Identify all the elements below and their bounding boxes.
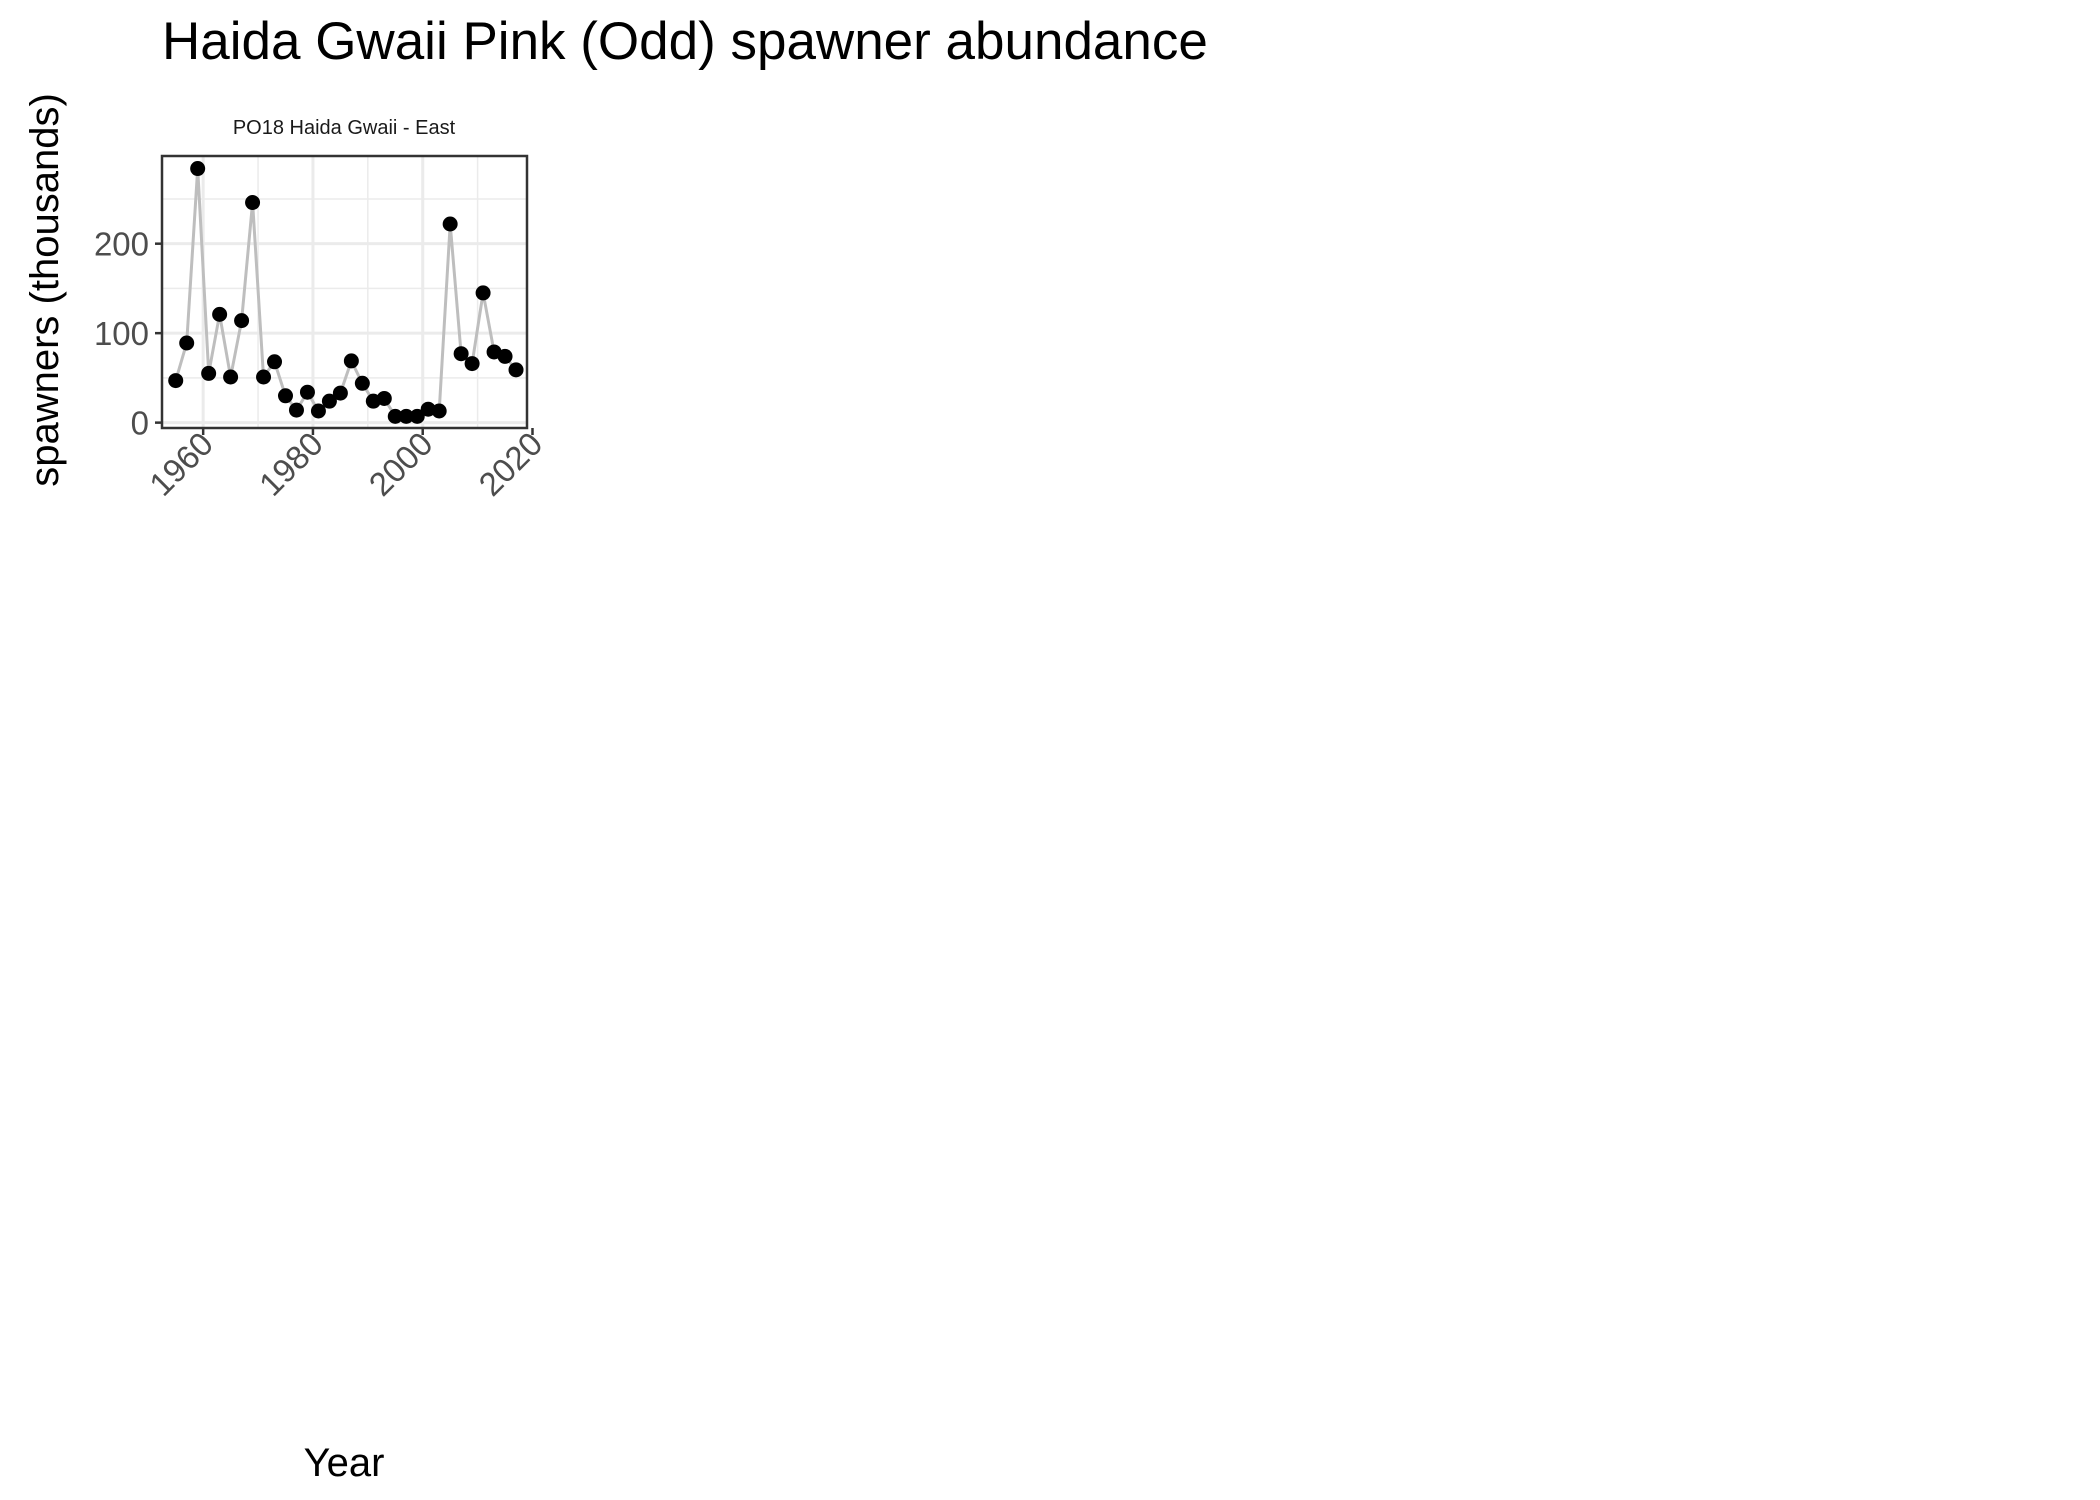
data-point [354, 375, 370, 391]
y-tick-label: 100 [94, 315, 149, 352]
data-point [234, 313, 250, 329]
data-point [223, 369, 239, 385]
chart-title: Haida Gwaii Pink (Odd) spawner abundance [162, 12, 1208, 71]
data-point [212, 306, 228, 322]
x-tick-label: 1960 [142, 425, 220, 503]
data-point [343, 353, 359, 369]
data-point [277, 388, 293, 404]
series-line [174, 168, 518, 418]
data-point [497, 348, 513, 364]
x-tick-label: 1980 [252, 425, 330, 503]
y-tick-label: 0 [131, 405, 149, 442]
data-point [431, 403, 447, 419]
data-point [267, 354, 283, 370]
x-tick-label: 2020 [471, 425, 549, 503]
data-point [398, 408, 414, 424]
x-tick-label: 2000 [362, 425, 440, 503]
data-point [168, 373, 184, 389]
data-point [464, 356, 480, 372]
data-point [321, 393, 337, 409]
y-axis-label: spawners (thousands) [23, 93, 67, 487]
data-point [442, 216, 458, 232]
y-tick-label: 200 [94, 226, 149, 263]
data-point [299, 384, 315, 400]
data-point [288, 402, 304, 418]
data-point [376, 390, 392, 406]
data-point [256, 369, 272, 385]
data-point [332, 385, 348, 401]
plot-panel: 0 100 200 1960 1980 2000 2020 [94, 154, 549, 503]
data-point [179, 335, 195, 351]
data-point [409, 408, 425, 424]
panel-title: PO18 Haida Gwaii - East [233, 117, 456, 139]
data-point [201, 365, 217, 381]
plot-border [160, 154, 529, 430]
data-point [387, 408, 403, 424]
x-axis-label: Year [304, 1441, 385, 1485]
data-point [245, 195, 261, 211]
data-point [190, 161, 206, 177]
data-point [310, 403, 326, 419]
data-point [453, 346, 469, 362]
data-point [508, 362, 524, 378]
data-point [475, 285, 491, 301]
